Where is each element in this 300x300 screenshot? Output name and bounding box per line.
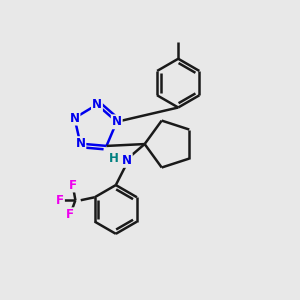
- Text: F: F: [66, 208, 74, 221]
- Text: N: N: [122, 154, 132, 167]
- Text: N: N: [92, 98, 102, 111]
- Text: N: N: [70, 112, 80, 124]
- Text: N: N: [75, 137, 85, 150]
- Text: F: F: [56, 194, 64, 207]
- Text: N: N: [112, 115, 122, 128]
- Text: F: F: [69, 178, 77, 191]
- Text: H: H: [109, 152, 119, 165]
